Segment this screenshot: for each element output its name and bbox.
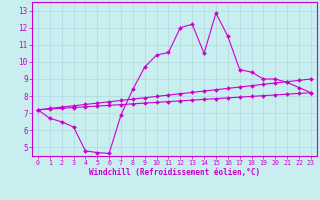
X-axis label: Windchill (Refroidissement éolien,°C): Windchill (Refroidissement éolien,°C) [89, 168, 260, 177]
